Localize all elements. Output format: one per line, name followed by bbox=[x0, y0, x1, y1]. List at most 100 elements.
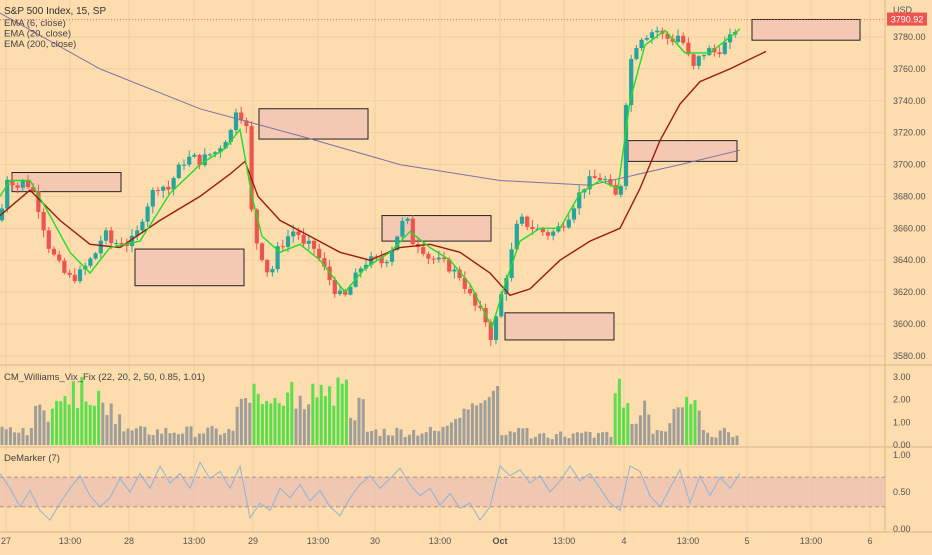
candle[interactable] bbox=[358, 266, 363, 278]
vix-bar[interactable] bbox=[655, 430, 659, 445]
vix-bar[interactable] bbox=[197, 433, 201, 445]
vix-bar[interactable] bbox=[160, 433, 164, 445]
vix-bar[interactable] bbox=[143, 426, 147, 445]
candle[interactable] bbox=[166, 180, 171, 195]
vix-bar[interactable] bbox=[609, 437, 613, 445]
vix-bar[interactable] bbox=[487, 397, 491, 445]
demarker-line[interactable] bbox=[0, 461, 741, 521]
candle[interactable] bbox=[109, 226, 114, 250]
vix-bar[interactable] bbox=[634, 423, 638, 445]
vix-bar[interactable] bbox=[680, 407, 684, 445]
vix-bar[interactable] bbox=[151, 435, 155, 445]
vix-bar[interactable] bbox=[298, 395, 302, 445]
vix-bar[interactable] bbox=[441, 426, 445, 445]
candle[interactable] bbox=[301, 228, 306, 249]
zone-rectangle[interactable] bbox=[258, 108, 369, 140]
vix-bar[interactable] bbox=[277, 403, 281, 445]
vix-bar[interactable] bbox=[475, 405, 479, 445]
candle[interactable] bbox=[566, 214, 571, 229]
candle[interactable] bbox=[207, 153, 213, 157]
candle[interactable] bbox=[161, 185, 166, 198]
vix-bar[interactable] bbox=[269, 403, 273, 445]
vix-bar[interactable] bbox=[59, 401, 63, 445]
vix-bar[interactable] bbox=[344, 379, 348, 445]
vix-bar[interactable] bbox=[638, 415, 642, 445]
vix-bar[interactable] bbox=[433, 430, 437, 445]
vix-bar[interactable] bbox=[395, 427, 399, 445]
vix-bar[interactable] bbox=[365, 431, 369, 445]
candle[interactable] bbox=[311, 239, 317, 256]
zone-rectangle[interactable] bbox=[627, 140, 738, 162]
candle[interactable] bbox=[233, 108, 239, 134]
candle[interactable] bbox=[452, 265, 457, 279]
candle[interactable] bbox=[275, 242, 280, 273]
vix-bar[interactable] bbox=[563, 436, 567, 445]
vix-bar[interactable] bbox=[462, 408, 466, 445]
vix-bar[interactable] bbox=[714, 437, 718, 445]
vix-bar[interactable] bbox=[181, 433, 185, 445]
vix-bar[interactable] bbox=[206, 427, 210, 445]
vix-bar[interactable] bbox=[109, 403, 113, 445]
candle[interactable] bbox=[10, 173, 15, 190]
vix-bar[interactable] bbox=[101, 402, 105, 445]
vix-bar[interactable] bbox=[130, 430, 134, 445]
candle[interactable] bbox=[577, 185, 582, 215]
vix-bar[interactable] bbox=[710, 436, 714, 445]
vix-bar[interactable] bbox=[122, 431, 126, 445]
candle[interactable] bbox=[379, 250, 384, 268]
vix-bar[interactable] bbox=[218, 434, 222, 445]
candle[interactable] bbox=[265, 258, 270, 277]
vix-bar[interactable] bbox=[336, 377, 340, 445]
vix-bar[interactable] bbox=[403, 437, 407, 445]
candle[interactable] bbox=[727, 28, 733, 49]
candle[interactable] bbox=[545, 229, 551, 240]
candle[interactable] bbox=[197, 153, 202, 170]
vix-bar[interactable] bbox=[315, 397, 319, 445]
candle[interactable] bbox=[426, 251, 431, 265]
vix-bar[interactable] bbox=[332, 405, 336, 445]
candle[interactable] bbox=[93, 251, 98, 260]
vix-bar[interactable] bbox=[504, 434, 508, 445]
vix-bar[interactable] bbox=[168, 433, 172, 445]
candle[interactable] bbox=[457, 266, 462, 281]
vix-bar[interactable] bbox=[386, 435, 390, 445]
vix-bar[interactable] bbox=[550, 439, 554, 445]
vix-bar[interactable] bbox=[25, 435, 29, 445]
vix-bar[interactable] bbox=[13, 432, 17, 445]
candle[interactable] bbox=[15, 182, 20, 194]
candle[interactable] bbox=[707, 45, 712, 56]
vix-bar[interactable] bbox=[706, 432, 710, 445]
vix-bar[interactable] bbox=[176, 434, 180, 445]
candle[interactable] bbox=[41, 208, 46, 238]
vix-bar[interactable] bbox=[697, 410, 701, 445]
candle[interactable] bbox=[322, 252, 327, 271]
vix-bar[interactable] bbox=[349, 417, 353, 445]
vix-bar[interactable] bbox=[567, 438, 571, 445]
vix-bar[interactable] bbox=[470, 403, 474, 445]
candle[interactable] bbox=[202, 148, 207, 167]
vix-bar[interactable] bbox=[46, 421, 50, 445]
candle[interactable] bbox=[332, 276, 337, 298]
candle[interactable] bbox=[400, 217, 405, 241]
vix-bar[interactable] bbox=[239, 398, 243, 445]
vix-bar[interactable] bbox=[508, 431, 512, 445]
vix-bar[interactable] bbox=[29, 428, 33, 445]
candle[interactable] bbox=[239, 106, 244, 125]
vix-bar[interactable] bbox=[84, 401, 88, 445]
vix-bar[interactable] bbox=[311, 383, 315, 445]
vix-bar[interactable] bbox=[483, 400, 487, 445]
vix-bar[interactable] bbox=[676, 407, 680, 445]
vix-bar[interactable] bbox=[588, 432, 592, 445]
vix-bar[interactable] bbox=[38, 404, 42, 445]
candle[interactable] bbox=[317, 243, 322, 262]
candle[interactable] bbox=[98, 235, 103, 259]
vix-bar[interactable] bbox=[353, 420, 357, 445]
candle[interactable] bbox=[129, 229, 135, 253]
candle[interactable] bbox=[696, 55, 701, 70]
vix-bar[interactable] bbox=[0, 426, 4, 445]
vix-bar[interactable] bbox=[286, 392, 290, 445]
vix-bar[interactable] bbox=[542, 433, 546, 445]
candle[interactable] bbox=[259, 242, 265, 262]
vix-bar[interactable] bbox=[693, 400, 697, 445]
candle[interactable] bbox=[150, 187, 155, 214]
